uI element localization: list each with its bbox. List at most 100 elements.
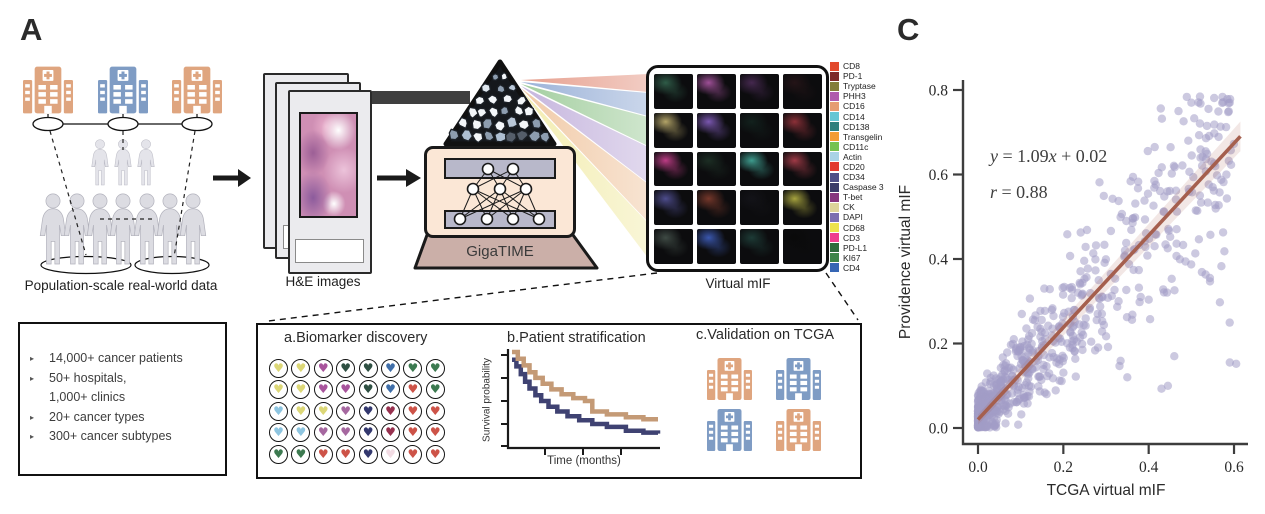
legend-swatch [830,81,839,91]
legend-label: CK [843,202,855,213]
legend-row: CD34 [830,172,890,182]
biomarker-cell: ♥ [403,444,423,464]
legend-row: CD4 [830,263,890,273]
biomarker-title: a.Biomarker discovery [284,330,428,346]
node-ellipse [181,116,213,132]
mif-channel-tile [697,151,736,187]
legend-swatch [830,202,839,212]
biomarker-cell: ♥ [425,423,445,443]
mif-channel-tile [740,229,779,264]
legend-swatch [830,172,839,182]
spectrum-beam [521,84,648,146]
sampling-dashed-lines [49,130,196,258]
mif-channel-tile [740,112,779,148]
legend-label: CD68 [843,222,865,233]
legend-row: CD20 [830,162,890,172]
mif-channel-tile [697,190,736,226]
slide-label-blank [295,239,364,263]
biomarker-cell: ♥ [313,380,333,400]
legend-row: Transgelin [830,132,890,142]
legend-row: PD-1 [830,71,890,81]
survival-curve-lower-group [512,357,661,435]
biomarker-cell: ♥ [313,359,333,378]
legend-label: DAPI [843,212,863,223]
biomarker-cell: ♥ [269,444,288,464]
virtual-mif-caption: Virtual mIF [705,276,771,291]
person-silhouette [114,139,132,186]
biomarker-cell: ♥ [403,401,423,421]
legend-swatch [830,182,839,192]
spectrum-beam [521,74,648,92]
legend-swatch [830,243,839,253]
biomarker-cell: ♥ [403,380,423,400]
rainbow-beams [521,74,648,258]
biomarker-cell: ♥ [425,380,445,400]
legend-swatch [830,112,839,122]
legend-row: PHH3 [830,91,890,101]
biomarker-cell: ♥ [336,380,356,400]
biomarker-cell: ♥ [403,423,423,443]
stat-item: 1,000+ clinics [49,390,126,405]
mif-channel-tile [740,74,779,109]
legend-swatch [830,71,839,81]
legend-label: Tryptase [843,81,876,92]
svg-text:0.4: 0.4 [929,252,949,269]
legend-label: Transgelin [843,131,883,142]
biomarker-cell: ♥ [269,401,288,421]
panel-c-letter: C [897,12,921,47]
mif-channel-tile [654,190,693,226]
biomarker-cell: ♥ [269,359,288,378]
spectrum-beam [521,86,648,183]
legend-swatch [830,122,839,132]
mif-channel-tile [783,229,822,264]
mif-channel-tile [697,112,736,148]
legend-row: DAPI [830,212,890,222]
stratification-title: b.Patient stratification [507,330,646,346]
biomarker-cell: ♥ [358,380,378,400]
legend-row: Actin [830,152,890,162]
biomarker-cell: ♥ [358,401,378,421]
legend-row: CK [830,202,890,212]
mif-channel-tile [654,229,693,264]
biomarker-cell: ♥ [381,444,400,464]
biomarker-cell: ♥ [313,444,333,464]
biomarker-cell: ♥ [358,423,378,443]
biomarker-cell: ♥ [425,359,445,378]
hospital-icon [172,66,222,114]
legend-row: PD-L1 [830,243,890,253]
legend-swatch [830,162,839,172]
legend-label: KI67 [843,252,861,263]
legend-label: CD20 [843,161,865,172]
svg-text:0.6: 0.6 [929,167,949,184]
marker-legend: CD8 PD-1 Tryptase PHH3 CD16 CD14 CD138 Transgel… [830,61,890,273]
legend-label: CD11c [843,141,869,152]
virtual-mif-grid [654,74,822,264]
regression-equation: y = 1.09x + 0.02 [988,146,1107,166]
cohort-ellipse [40,255,132,275]
legend-label: CD16 [843,101,865,112]
legend-swatch [830,91,839,101]
person-silhouette [109,193,137,265]
mif-channel-tile [783,112,822,148]
hospital-icons [23,66,222,114]
biomarker-cell: ♥ [336,401,356,421]
legend-label: CD3 [843,232,861,243]
survival-plot [501,349,661,455]
legend-swatch [830,152,839,162]
stat-item: ▸ 50+ hospitals, [30,370,127,385]
legend-swatch [830,253,839,263]
mif-channel-tile [654,112,693,148]
person-silhouette [179,193,207,265]
svg-text:Providence virtual mIF: Providence virtual mIF [897,185,914,339]
stat-item: ▸ 300+ cancer subtypes [30,429,172,444]
biomarker-cell: ♥ [291,380,311,400]
legend-row: CD11c [830,142,890,152]
zoom-dashed-connectors [267,272,859,322]
legend-row: CD138 [830,122,890,132]
person-silhouette [63,193,91,265]
person-silhouette [133,193,161,265]
legend-row: CD68 [830,223,890,233]
virtual-mif-panel [646,65,829,272]
legend-swatch [830,61,839,71]
hospital-icon [23,66,73,114]
